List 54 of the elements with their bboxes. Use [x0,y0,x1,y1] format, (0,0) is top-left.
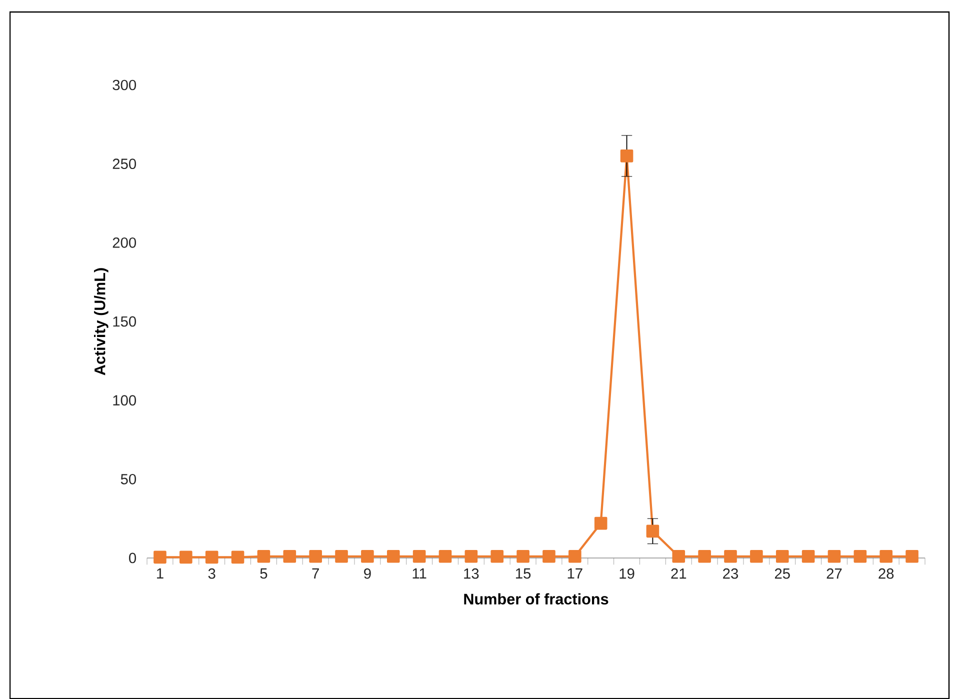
y-tick-label: 100 [113,395,136,406]
point [257,550,270,563]
x-tick-label: 15 [516,568,531,578]
y-axis-title: Activity (U/mL) [94,268,108,376]
point [776,550,789,563]
point [361,550,374,563]
y-tick-label: 0 [129,552,136,564]
point [309,550,322,563]
point [646,524,660,538]
point [412,550,426,563]
point [283,550,296,563]
x-tick-label: 5 [260,568,268,578]
point [698,550,711,563]
x-tick-label: 1 [157,568,164,578]
point [464,550,478,563]
point [490,550,504,563]
x-tick-label: 21 [671,568,686,578]
x-tick-label: 11 [412,568,426,578]
point [594,516,608,530]
point [386,550,400,563]
point [542,550,556,563]
point [828,550,841,563]
x-tick-label: 28 [878,568,894,579]
x-tick-label: 17 [568,568,582,578]
x-tick-label: 23 [723,568,738,579]
point [335,550,348,563]
point [205,550,218,564]
point [568,550,582,563]
y-tick-label: 50 [120,474,136,484]
point [438,550,452,563]
x-tick-label: 7 [312,568,319,578]
point [854,550,867,563]
point [802,550,815,563]
x-tick-label: 27 [826,568,842,578]
point [620,149,634,162]
point [154,550,166,564]
point [672,550,686,563]
x-tick-label: 3 [208,568,216,579]
x-tick-label: 19 [620,568,634,579]
point [231,550,244,564]
point [906,550,918,563]
x-tick-label: 25 [774,568,790,579]
y-tick-label: 300 [112,80,136,90]
point [724,550,737,563]
x-tick-label: 9 [364,568,371,579]
x-tick-label: 13 [464,568,479,579]
x-axis-title: Number of fractions [464,593,608,604]
y-tick-label: 150 [113,316,136,327]
point [516,550,530,563]
y-tick-label: 250 [112,158,136,169]
point [880,550,892,563]
y-tick-label: 200 [112,237,136,248]
point [180,550,192,564]
point [750,550,763,563]
